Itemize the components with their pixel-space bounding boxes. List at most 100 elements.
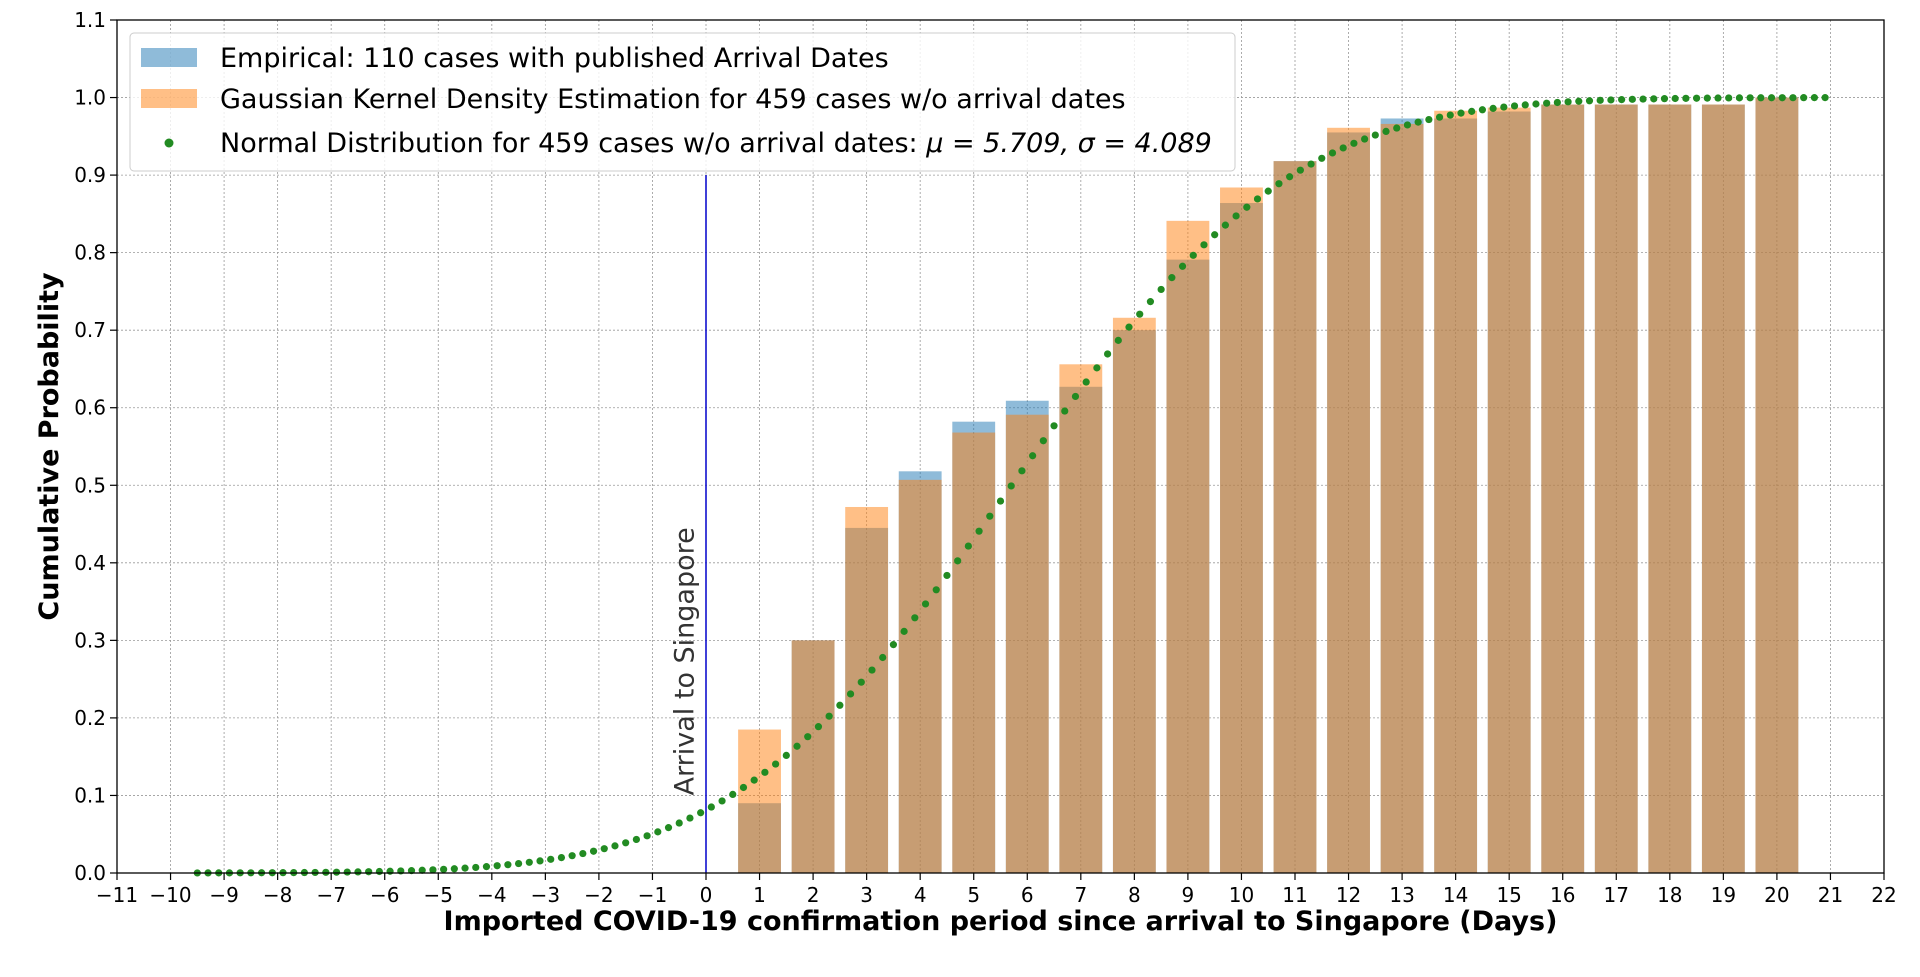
normal-point: [1296, 166, 1304, 174]
normal-point: [1468, 107, 1476, 115]
legend-swatch-empirical: [141, 48, 197, 67]
x-tick-label: 5: [967, 883, 980, 907]
y-tick-label: 0.7: [74, 318, 106, 342]
normal-point: [986, 512, 994, 520]
legend-swatch-kde: [141, 89, 197, 108]
normal-point: [1061, 407, 1069, 415]
kde-bar: [1487, 107, 1531, 874]
normal-point: [964, 542, 972, 550]
x-tick-label: 4: [914, 883, 927, 907]
normal-point: [622, 839, 630, 847]
normal-point: [729, 790, 737, 799]
normal-point: [343, 868, 351, 876]
normal-point: [1243, 203, 1251, 211]
legend: Empirical: 110 cases with published Arri…: [129, 32, 1236, 172]
legend-label-normal-math: μ = 5.709, σ = 4.089: [925, 128, 1212, 159]
x-tick-label: 9: [1182, 883, 1195, 907]
normal-point: [868, 666, 876, 674]
normal-point: [1457, 109, 1465, 117]
kde-bar: [1755, 97, 1799, 873]
normal-point: [975, 527, 983, 535]
normal-point: [1789, 94, 1797, 102]
normal-point: [750, 776, 758, 784]
normal-point: [1639, 95, 1647, 103]
kde-bar: [1166, 220, 1210, 874]
normal-point: [514, 859, 523, 868]
kde-bar: [1648, 104, 1692, 874]
normal-point: [707, 803, 715, 811]
normal-point: [1650, 95, 1658, 103]
x-tick-label: 2: [807, 883, 820, 907]
normal-point: [1382, 127, 1390, 136]
x-tick-label: 18: [1657, 883, 1682, 907]
normal-point: [654, 828, 662, 836]
normal-point: [1607, 96, 1615, 104]
normal-point: [686, 814, 694, 822]
y-tick-label: 0.8: [74, 241, 106, 265]
normal-point: [493, 862, 501, 870]
normal-point: [782, 751, 790, 759]
normal-point: [1821, 94, 1829, 102]
normal-distribution-points: [193, 94, 1829, 877]
normal-point: [611, 842, 619, 850]
normal-point: [1103, 350, 1112, 358]
normal-point: [1286, 173, 1294, 181]
normal-point: [375, 867, 383, 876]
y-tick-label: 0.0: [74, 861, 106, 885]
normal-point: [1435, 113, 1444, 121]
normal-point: [1168, 274, 1176, 282]
normal-point: [482, 863, 491, 871]
normal-point: [664, 824, 673, 832]
normal-point: [322, 868, 330, 876]
normal-point: [943, 571, 951, 580]
legend-box: [129, 32, 1236, 172]
normal-point: [1253, 195, 1262, 203]
kde-bar: [1594, 104, 1638, 874]
normal-point: [1232, 212, 1240, 220]
normal-point: [1478, 106, 1487, 114]
kde-bar: [1005, 414, 1049, 873]
normal-point: [846, 690, 855, 698]
x-tick-label: 0: [700, 883, 713, 907]
x-tick-label: −2: [584, 883, 613, 907]
x-tick-label: 21: [1818, 883, 1843, 907]
x-tick-label: 19: [1711, 883, 1736, 907]
normal-point: [472, 863, 480, 872]
normal-point: [1725, 94, 1733, 102]
normal-point: [1575, 97, 1583, 105]
normal-point: [1157, 285, 1165, 294]
normal-point: [793, 742, 801, 750]
x-tick-label: −4: [477, 883, 506, 907]
normal-point: [365, 868, 373, 876]
normal-point: [1692, 94, 1701, 102]
plot-frame: [116, 19, 1885, 874]
x-tick-label: −7: [316, 883, 345, 907]
normal-point: [1596, 96, 1604, 104]
x-tick-label: 22: [1871, 883, 1896, 907]
normal-point: [1264, 187, 1272, 195]
normal-point: [450, 865, 458, 873]
normal-point: [1510, 102, 1519, 110]
normal-point: [879, 653, 887, 662]
normal-point: [632, 835, 640, 844]
normal-point: [1703, 94, 1711, 102]
y-tick-label: 0.5: [74, 473, 106, 497]
normal-point: [1767, 94, 1776, 102]
normal-point: [557, 853, 566, 862]
normal-point: [1371, 131, 1379, 139]
normal-point: [1660, 95, 1669, 103]
normal-point: [1585, 97, 1594, 105]
normal-point: [1500, 103, 1508, 111]
normal-point: [1543, 99, 1551, 107]
normal-point: [504, 861, 512, 869]
x-tick-label: 10: [1229, 883, 1254, 907]
x-tick-label: 12: [1336, 883, 1361, 907]
legend-label-empirical: Empirical: 110 cases with published Arri…: [220, 43, 889, 74]
legend-marker-normal: [164, 138, 174, 148]
normal-point: [1339, 144, 1347, 152]
normal-point: [386, 867, 394, 875]
kde-bar: [1380, 123, 1424, 874]
y-tick-label: 0.3: [74, 628, 106, 652]
kde-bar: [1112, 317, 1156, 873]
